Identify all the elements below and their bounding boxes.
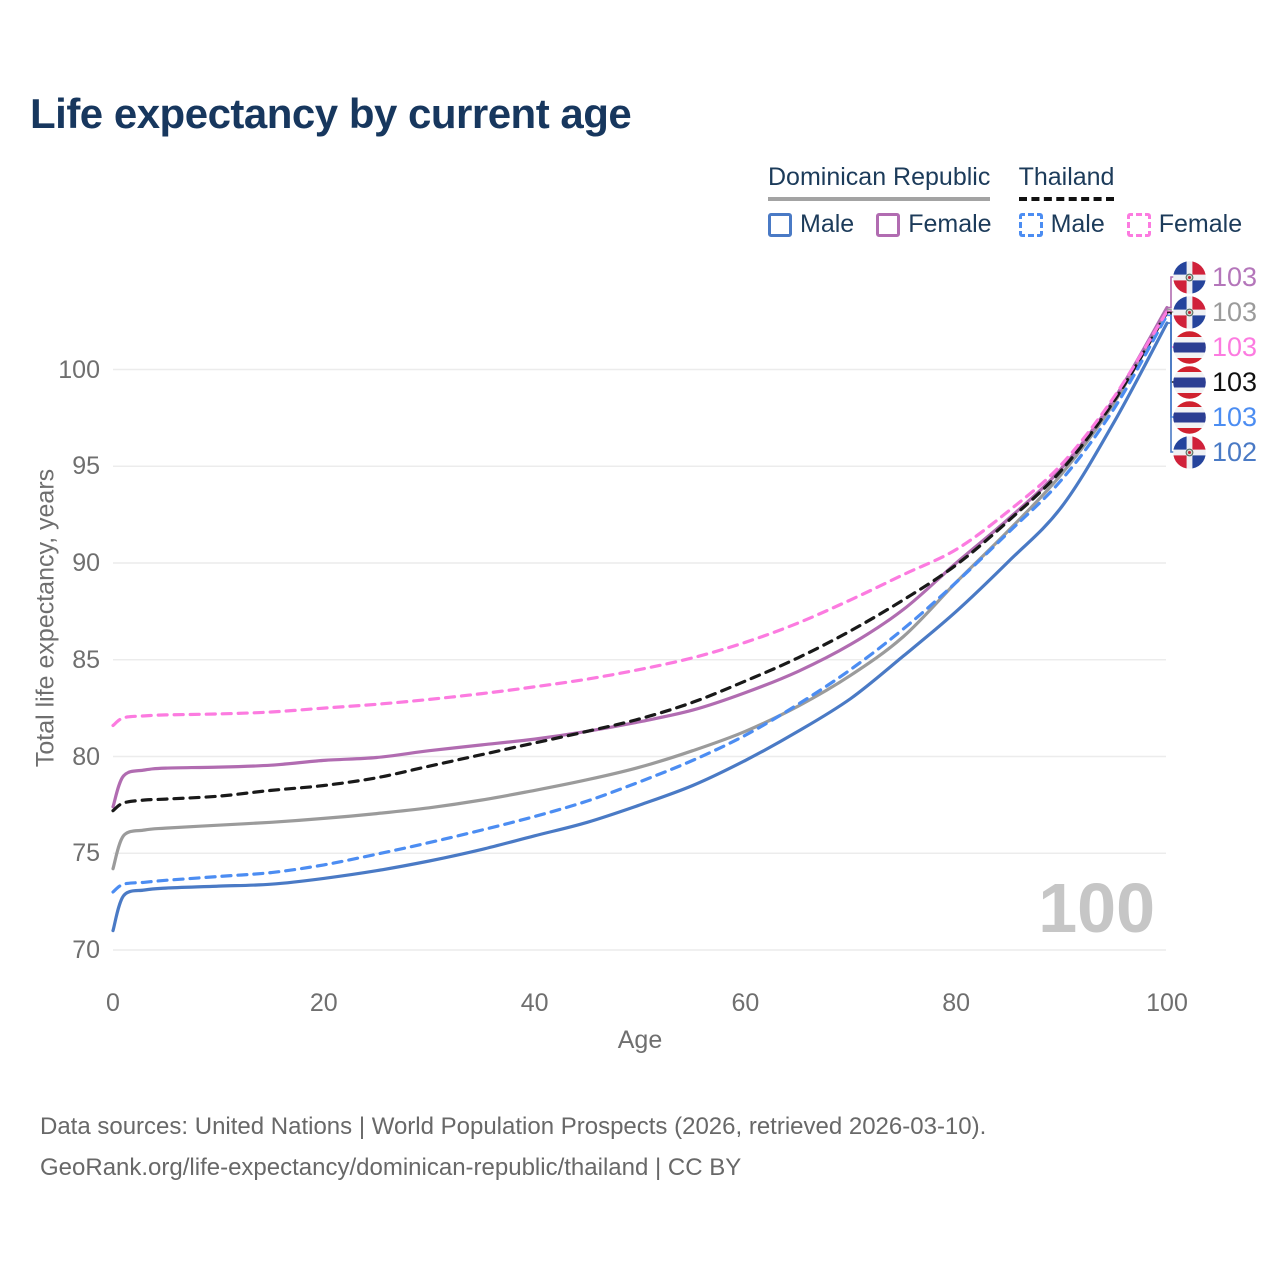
y-tick-label: 75 (72, 839, 100, 868)
chart-footer: Data sources: United Nations | World Pop… (40, 1106, 986, 1188)
series-line-dominican-republic-male[interactable] (111, 321, 1169, 933)
legend-heading-dominican-republic[interactable]: Dominican Republic (768, 163, 991, 201)
end-value-label-dominican-republic-male: 102 (1212, 437, 1258, 467)
th-male-swatch-icon (1018, 212, 1043, 237)
end-value-label-thailand-female: 103 (1212, 332, 1258, 362)
legend-item-th-male[interactable]: Male (1018, 210, 1105, 239)
series-line-thailand-male[interactable] (111, 313, 1169, 894)
y-axis-title: Total life expectancy, years (31, 468, 60, 768)
footer-attribution: GeoRank.org/life-expectancy/dominican-re… (40, 1154, 742, 1181)
series-line-dominican-republic-female[interactable] (111, 306, 1169, 809)
legend-group-thailand: Thailand Male Female (1018, 163, 1243, 239)
y-tick-label: 80 (72, 742, 100, 771)
legend-heading-thailand[interactable]: Thailand (1018, 163, 1115, 201)
end-value-label-thailand-both: 103 (1212, 367, 1258, 397)
legend-label-dr-male: Male (800, 210, 855, 238)
legend-item-th-female[interactable]: Female (1126, 210, 1243, 239)
end-value-label-dominican-republic-female: 103 (1212, 262, 1258, 292)
legend-label-dr-female: Female (908, 210, 992, 238)
page-title: Life expectancy by current age (30, 90, 632, 137)
x-tick-label: 100 (1146, 989, 1188, 1017)
dr-female-swatch-icon (876, 212, 901, 237)
end-value-label-dominican-republic-both: 103 (1212, 297, 1258, 327)
y-tick-label: 100 (58, 355, 100, 384)
th-female-swatch-icon (1126, 212, 1151, 237)
dominican-republic-flag-icon (1173, 435, 1206, 469)
series-line-thailand-female[interactable] (111, 309, 1169, 728)
y-tick-label: 85 (72, 645, 100, 674)
footer-data-sources: Data sources: United Nations | World Pop… (40, 1113, 987, 1140)
legend-label-th-male: Male (1050, 210, 1105, 238)
y-tick-label: 90 (72, 549, 100, 577)
thailand-flag-icon (1173, 365, 1206, 399)
thailand-flag-icon (1173, 330, 1206, 364)
legend-label-th-female: Female (1158, 210, 1243, 238)
dr-male-swatch-icon (768, 212, 792, 237)
legend-item-dr-male[interactable]: Male (768, 210, 854, 239)
dominican-republic-flag-icon (1173, 260, 1206, 294)
y-tick-label: 70 (72, 936, 100, 964)
y-tick-label: 95 (72, 452, 100, 481)
legend-group-dominican-republic: Dominican Republic Male Female (768, 163, 992, 239)
legend-item-dr-female[interactable]: Female (876, 210, 992, 239)
age-watermark: 100 (1038, 869, 1155, 947)
series-line-thailand-both[interactable] (111, 310, 1169, 813)
chart-legend: Dominican Republic Male Female Thailand (768, 163, 1242, 239)
x-tick-label: 0 (106, 989, 120, 1017)
x-axis-title: Age (617, 1026, 663, 1054)
series-line-dominican-republic-both[interactable] (111, 307, 1169, 871)
x-tick-label: 60 (731, 989, 760, 1017)
thailand-flag-icon (1173, 400, 1206, 434)
end-value-label-thailand-male: 103 (1212, 402, 1258, 432)
dominican-republic-flag-icon (1173, 295, 1206, 329)
x-tick-label: 20 (309, 989, 338, 1017)
x-tick-label: 40 (520, 989, 549, 1017)
x-tick-label: 80 (942, 989, 971, 1017)
